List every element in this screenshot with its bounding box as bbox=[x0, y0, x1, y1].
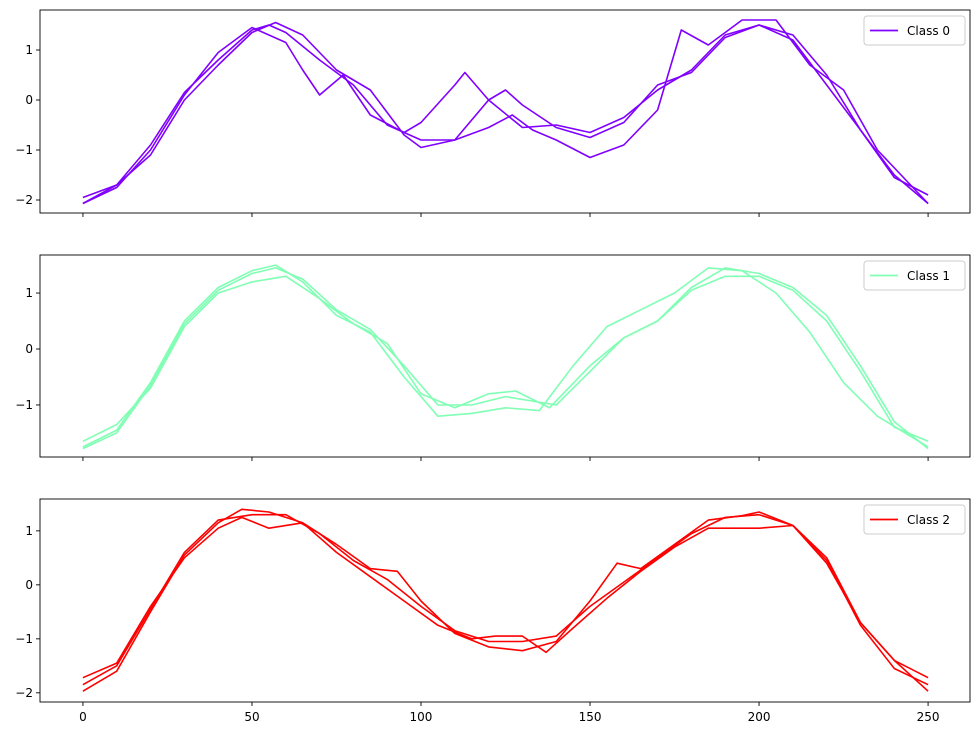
x-tick-label: 150 bbox=[579, 710, 602, 724]
series-line-0 bbox=[82, 508, 929, 692]
x-tick-label: 50 bbox=[244, 710, 259, 724]
y-tick-label: 1 bbox=[25, 286, 33, 300]
y-tick-label: −1 bbox=[15, 632, 33, 646]
x-tick-label: 100 bbox=[410, 710, 433, 724]
legend-box bbox=[863, 15, 966, 46]
subplot-2: 0 50 100 150 200 250 1 0 −1 −2 Class 2 bbox=[15, 498, 971, 724]
y-tick-label: 0 bbox=[25, 342, 33, 356]
y-tick-label: 1 bbox=[25, 43, 33, 57]
y-tick-label: 0 bbox=[25, 578, 33, 592]
series-line-1 bbox=[82, 516, 929, 679]
subplot-1: 1 0 −1 Class 1 bbox=[15, 254, 971, 461]
series-line-2 bbox=[82, 267, 929, 450]
x-tick-label: 200 bbox=[748, 710, 771, 724]
legend: Class 1 bbox=[863, 260, 966, 291]
y-tick-label: −1 bbox=[15, 398, 33, 412]
y-tick-label: −2 bbox=[15, 686, 33, 700]
y-tick-label: −2 bbox=[15, 193, 33, 207]
axes-frame bbox=[39, 498, 971, 703]
axes-frame bbox=[39, 9, 971, 214]
legend-label: Class 2 bbox=[907, 513, 950, 527]
legend-box bbox=[863, 260, 966, 291]
legend: Class 2 bbox=[863, 504, 966, 535]
x-tick-label: 0 bbox=[79, 710, 87, 724]
series-line-0 bbox=[82, 24, 929, 205]
subplot-0: 1 0 −1 −2 Class 0 bbox=[15, 9, 971, 217]
y-tick-label: 0 bbox=[25, 93, 33, 107]
y-tick-label: 1 bbox=[25, 524, 33, 538]
legend: Class 0 bbox=[863, 15, 966, 46]
y-tick-label: −1 bbox=[15, 143, 33, 157]
legend-label: Class 1 bbox=[907, 269, 950, 283]
series-line-2 bbox=[82, 19, 929, 205]
series-line-2 bbox=[82, 513, 929, 686]
legend-box bbox=[863, 504, 966, 535]
axes-frame bbox=[39, 254, 971, 458]
series-line-1 bbox=[82, 275, 929, 443]
legend-label: Class 0 bbox=[907, 24, 950, 38]
series-line-1 bbox=[82, 24, 929, 199]
x-tick-label: 250 bbox=[917, 710, 940, 724]
series-line-0 bbox=[82, 264, 929, 448]
